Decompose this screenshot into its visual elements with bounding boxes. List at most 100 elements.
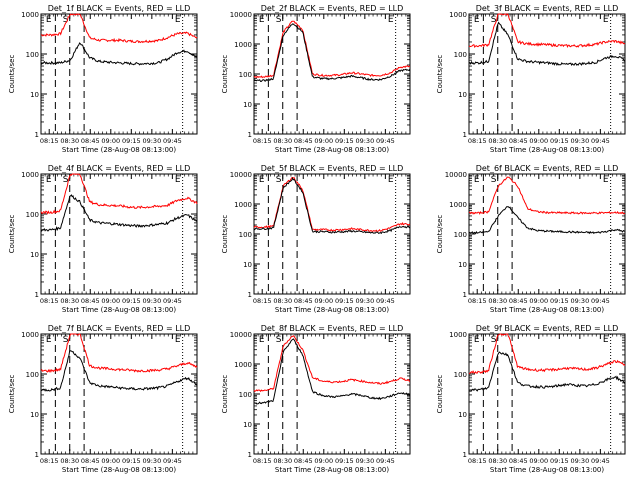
plot-frame bbox=[40, 173, 198, 295]
y-tick-label: 100 bbox=[26, 211, 39, 219]
x-tick-label: 08:30 bbox=[488, 457, 507, 465]
plot-frame bbox=[468, 173, 626, 295]
marker-label: S bbox=[491, 15, 497, 25]
y-tick-label: 10 bbox=[458, 261, 467, 269]
plot-frame bbox=[468, 333, 626, 455]
chart-panel: Det_3f BLACK = Events, RED = LLD 1 10 100 10… bbox=[436, 4, 626, 154]
series-line bbox=[468, 13, 626, 49]
x-tick-label: 09:45 bbox=[163, 297, 182, 305]
chart-title: Det_7f BLACK = Events, RED = LLD bbox=[48, 324, 191, 333]
y-tick-label: 1000 bbox=[21, 11, 39, 19]
marker-label: E bbox=[388, 335, 394, 345]
y-axis-label: Counts/sec bbox=[221, 55, 229, 94]
series-line bbox=[253, 20, 411, 79]
marker-label: S bbox=[276, 175, 282, 185]
y-tick-label: 10 bbox=[243, 261, 252, 269]
x-tick-label: 08:30 bbox=[273, 297, 292, 305]
x-tick-label: 09:00 bbox=[529, 457, 548, 465]
y-tick-label: 1000 bbox=[449, 11, 467, 19]
series-line bbox=[468, 333, 626, 374]
x-tick-label: 08:45 bbox=[294, 457, 313, 465]
x-tick-label: 08:30 bbox=[488, 297, 507, 305]
x-tick-label: 09:15 bbox=[550, 297, 569, 305]
x-tick-label: 09:00 bbox=[101, 137, 120, 145]
y-tick-label: 1000 bbox=[234, 41, 252, 49]
marker-label: E bbox=[175, 15, 181, 25]
plot-frame bbox=[253, 173, 411, 295]
x-tick-label: 09:45 bbox=[591, 297, 610, 305]
y-tick-label: 1 bbox=[35, 291, 39, 299]
chart-title: Det_8f BLACK = Events, RED = LLD bbox=[261, 324, 404, 333]
series-line bbox=[468, 176, 626, 215]
x-tick-label: 08:45 bbox=[81, 137, 100, 145]
x-tick-label: 08:15 bbox=[253, 457, 272, 465]
y-axis-label: Counts/sec bbox=[221, 375, 229, 414]
x-tick-label: 08:30 bbox=[60, 297, 79, 305]
x-tick-label: 09:45 bbox=[376, 297, 395, 305]
series-line bbox=[253, 338, 411, 405]
marker-label: E bbox=[259, 335, 265, 345]
y-axis-label: Counts/sec bbox=[8, 55, 16, 94]
x-tick-label: 09:30 bbox=[142, 297, 161, 305]
x-tick-label: 09:00 bbox=[314, 297, 333, 305]
y-tick-label: 1 bbox=[463, 291, 467, 299]
x-axis-label: Start Time (28-Aug-08 08:13:00) bbox=[62, 146, 176, 154]
chart-title: Det_9f BLACK = Events, RED = LLD bbox=[476, 324, 619, 333]
y-tick-label: 1 bbox=[35, 451, 39, 459]
marker-label: E bbox=[474, 175, 480, 185]
x-tick-label: 09:30 bbox=[142, 457, 161, 465]
series-line bbox=[40, 350, 198, 392]
y-tick-label: 1000 bbox=[21, 331, 39, 339]
x-tick-label: 08:15 bbox=[40, 457, 59, 465]
chart-panel: Det_2f BLACK = Events, RED = LLD 1 10 100 10… bbox=[221, 4, 411, 154]
chart-panel: Det_6f BLACK = Events, RED = LLD 1 10 100 10… bbox=[436, 164, 626, 314]
y-tick-label: 1000 bbox=[234, 361, 252, 369]
chart-panel: Det_4f BLACK = Events, RED = LLD 1 10 100 10… bbox=[8, 164, 198, 314]
marker-label: E bbox=[175, 175, 181, 185]
marker-label: E bbox=[46, 335, 52, 345]
marker-label: E bbox=[603, 175, 609, 185]
y-axis-label: Counts/sec bbox=[436, 215, 444, 254]
x-tick-label: 09:15 bbox=[122, 457, 141, 465]
x-tick-label: 08:45 bbox=[509, 297, 528, 305]
x-tick-label: 08:45 bbox=[509, 137, 528, 145]
y-tick-label: 100 bbox=[239, 71, 252, 79]
x-tick-label: 09:45 bbox=[591, 137, 610, 145]
x-tick-label: 08:15 bbox=[468, 457, 487, 465]
x-tick-label: 09:00 bbox=[529, 297, 548, 305]
y-tick-label: 1 bbox=[463, 131, 467, 139]
x-tick-label: 09:45 bbox=[376, 137, 395, 145]
x-tick-label: 08:15 bbox=[253, 297, 272, 305]
x-axis-label: Start Time (28-Aug-08 08:13:00) bbox=[275, 146, 389, 154]
marker-label: S bbox=[491, 335, 497, 345]
x-tick-label: 09:00 bbox=[314, 457, 333, 465]
x-tick-label: 09:30 bbox=[355, 137, 374, 145]
x-tick-label: 09:15 bbox=[335, 137, 354, 145]
y-tick-label: 1 bbox=[248, 451, 252, 459]
x-tick-label: 09:15 bbox=[122, 297, 141, 305]
x-tick-label: 09:15 bbox=[335, 457, 354, 465]
series-line bbox=[253, 335, 411, 393]
marker-label: E bbox=[603, 15, 609, 25]
marker-label: E bbox=[46, 175, 52, 185]
x-tick-label: 08:45 bbox=[81, 457, 100, 465]
x-tick-label: 09:15 bbox=[550, 457, 569, 465]
x-tick-label: 09:45 bbox=[591, 457, 610, 465]
x-tick-label: 08:15 bbox=[40, 137, 59, 145]
x-tick-label: 09:30 bbox=[355, 297, 374, 305]
y-tick-label: 10 bbox=[243, 101, 252, 109]
x-tick-label: 08:30 bbox=[273, 457, 292, 465]
x-tick-label: 09:15 bbox=[122, 137, 141, 145]
marker-label: E bbox=[388, 15, 394, 25]
x-axis-label: Start Time (28-Aug-08 08:13:00) bbox=[490, 306, 604, 314]
y-tick-label: 10000 bbox=[445, 171, 467, 179]
marker-label: S bbox=[63, 335, 69, 345]
marker-label: E bbox=[259, 15, 265, 25]
x-tick-label: 08:45 bbox=[509, 457, 528, 465]
series-line bbox=[468, 351, 626, 392]
x-tick-label: 08:45 bbox=[294, 297, 313, 305]
y-tick-label: 10000 bbox=[230, 11, 252, 19]
series-line bbox=[253, 176, 411, 232]
y-tick-label: 10 bbox=[243, 421, 252, 429]
